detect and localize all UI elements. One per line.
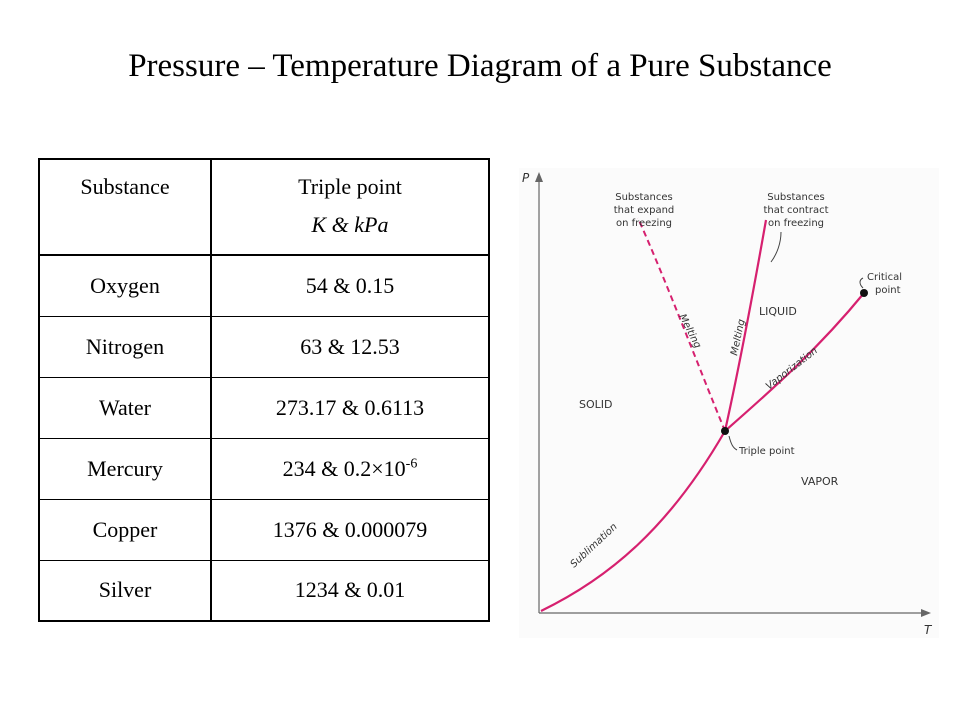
substance-cell: Nitrogen [38,315,212,378]
substance-cell: Mercury [38,437,212,500]
triple-point-cell: 1234 & 0.01 [210,559,490,622]
triple-point-leader [728,435,738,451]
critical-leader [859,277,864,289]
triple-point-marker [721,427,729,435]
expand-label-line2: that expand [614,205,675,216]
page-title: Pressure – Temperature Diagram of a Pure… [128,48,832,84]
expand-label-line3: on freezing [616,218,672,229]
substance-cell: Oxygen [38,254,212,317]
triple-point-cell: 273.17 & 0.6113 [210,376,490,439]
t-axis-arrow [921,609,931,617]
header-units: K & kPa [311,212,389,237]
triple-point-label: Triple point [738,446,795,457]
p-axis-label: P [522,171,530,185]
header-triple-point-label: Triple point [298,174,402,199]
table-row: Copper 1376 & 0.000079 [38,498,490,561]
contract-label-line3: on freezing [768,218,824,229]
expand-label-line1: Substances [615,192,673,203]
liquid-region-label: LIQUID [759,305,797,318]
t-axis-label: T [924,623,933,637]
diagram-background [519,168,939,638]
triple-point-cell: 234 & 0.2×10-6 [210,437,490,500]
vaporization-curve [724,292,865,432]
melting-curve-solid [723,219,768,432]
contract-label-line1: Substances [767,192,825,203]
table-row: Water 273.17 & 0.6113 [38,376,490,439]
critical-label-line2: point [875,285,901,296]
triple-point-table: Substance Triple point K & kPa Oxygen 54… [38,158,490,622]
table-header-row: Substance Triple point K & kPa [38,158,490,256]
critical-point-marker [860,289,868,297]
sublimation-curve [540,430,726,612]
triple-point-cell: 1376 & 0.000079 [210,498,490,561]
melting-curve-dashed [637,217,726,432]
solid-region-label: SOLID [579,398,612,411]
table-row: Mercury 234 & 0.2×10-6 [38,437,490,500]
contract-label-line2: that contract [763,205,828,216]
p-axis-arrow [535,172,543,182]
pt-phase-diagram: P T Substances that expand on freezing S… [519,168,939,638]
triple-point-exponent: -6 [405,456,418,472]
triple-point-cell: 63 & 12.53 [210,315,490,378]
table-row: Silver 1234 & 0.01 [38,559,490,622]
triple-point-value: 234 & 0.2×10 [282,455,406,481]
substance-cell: Copper [38,498,212,561]
table-row: Oxygen 54 & 0.15 [38,254,490,317]
vapor-region-label: VAPOR [801,475,839,488]
critical-label-line1: Critical [867,272,902,283]
triple-point-cell: 54 & 0.15 [210,254,490,317]
table-row: Nitrogen 63 & 12.53 [38,315,490,378]
contract-leader [770,231,782,263]
header-substance: Substance [38,158,212,256]
header-triple-point: Triple point K & kPa [210,158,490,256]
substance-cell: Water [38,376,212,439]
substance-cell: Silver [38,559,212,622]
